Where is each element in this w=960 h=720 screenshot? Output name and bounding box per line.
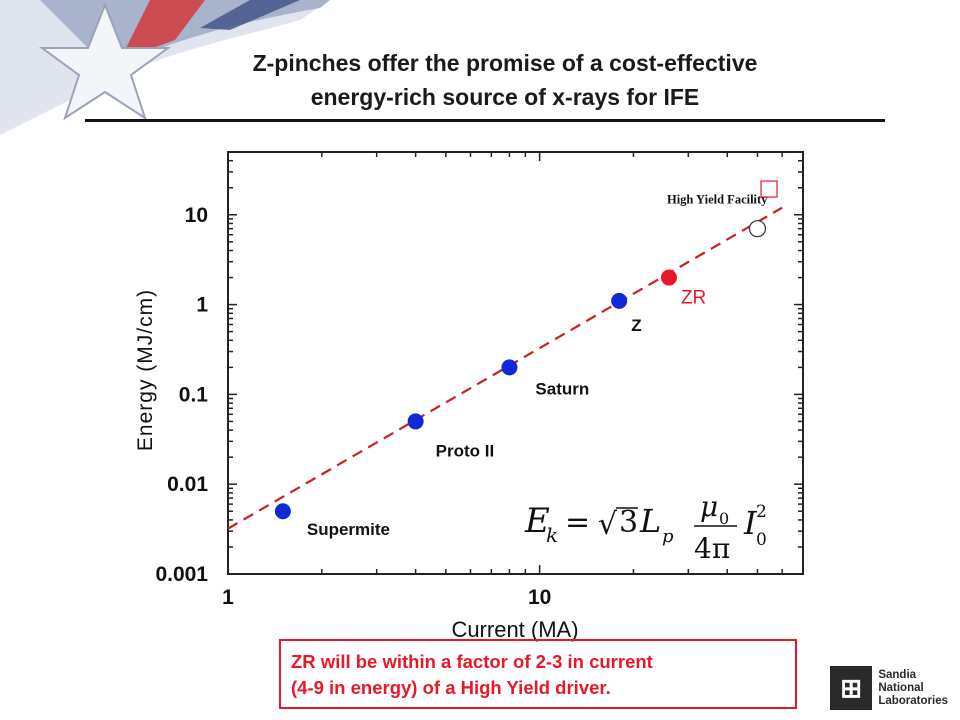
label-saturn: Saturn (535, 379, 589, 398)
logo-text-line-3: Laboratories (878, 694, 948, 707)
label-high-yield-facility: High Yield Facility (667, 193, 768, 207)
svg-text:k: k (546, 523, 558, 547)
point-z (611, 292, 628, 309)
title-divider (85, 119, 885, 122)
plot-frame (227, 151, 804, 575)
x-axis-label: Current (MA) (451, 617, 578, 642)
svg-text:L: L (639, 502, 661, 540)
y-axis-label: Energy (MJ/cm) (134, 289, 157, 451)
formula: E k = √ 3 L p μ 0 4π I 2 0 (524, 490, 767, 565)
y-tick-label: 0.001 (155, 563, 208, 586)
svg-text:E: E (524, 501, 550, 541)
svg-text:0: 0 (756, 530, 767, 550)
data-point-labels: Supermite Proto II Saturn Z ZR High Yield Fac… (307, 193, 768, 540)
svg-text:0: 0 (719, 509, 729, 528)
data-points (274, 220, 767, 520)
logo-text-line-1: Sandia (878, 668, 917, 681)
svg-text:√: √ (598, 507, 618, 542)
label-proto-ii: Proto II (436, 441, 495, 460)
point-high-yield-facility (748, 220, 767, 238)
svg-text:=: = (565, 505, 590, 540)
point-saturn (501, 359, 518, 376)
callout-note: ZR will be within a factor of 2-3 in cur… (279, 639, 797, 709)
svg-text:2: 2 (756, 502, 767, 522)
logo-text-line-2: National (878, 681, 924, 694)
label-zr: ZR (681, 288, 706, 309)
slide-title-line-2: energy-rich source of x-rays for IFE (310, 84, 700, 110)
x-tick-label: 10 (528, 586, 551, 609)
label-z: Z (631, 316, 641, 335)
svg-text:I: I (743, 504, 758, 542)
axis-ticks (227, 151, 804, 575)
sandia-thunderbird-logo-icon: ⊞ (830, 666, 873, 710)
x-tick-label: 1 (222, 586, 234, 609)
svg-text:4π: 4π (694, 532, 730, 565)
flag-star-banner (0, 0, 330, 135)
sandia-logo: ⊞ Sandia National Laboratories (830, 662, 948, 714)
note-line-2: (4-9 in energy) of a High Yield driver. (291, 677, 611, 698)
slide-title-line-1: Z-pinches offer the promise of a cost-ef… (252, 50, 758, 76)
axis-tick-labels: 1 10 0.001 0.01 0.1 1 10 (155, 204, 551, 609)
point-zr (660, 269, 677, 286)
svg-text:3: 3 (619, 505, 638, 540)
svg-text:p: p (662, 526, 674, 547)
y-tick-label: 1 (196, 294, 208, 317)
point-supermite (274, 503, 291, 520)
y-tick-label: 0.1 (179, 383, 209, 406)
label-supermite: Supermite (307, 520, 390, 539)
note-line-1: ZR will be within a factor of 2-3 in cur… (291, 651, 653, 672)
svg-text:μ: μ (700, 490, 718, 523)
y-tick-label: 10 (185, 204, 208, 227)
y-tick-label: 0.01 (167, 473, 208, 496)
point-proto-ii (407, 413, 424, 430)
open-square-marker (760, 180, 778, 198)
